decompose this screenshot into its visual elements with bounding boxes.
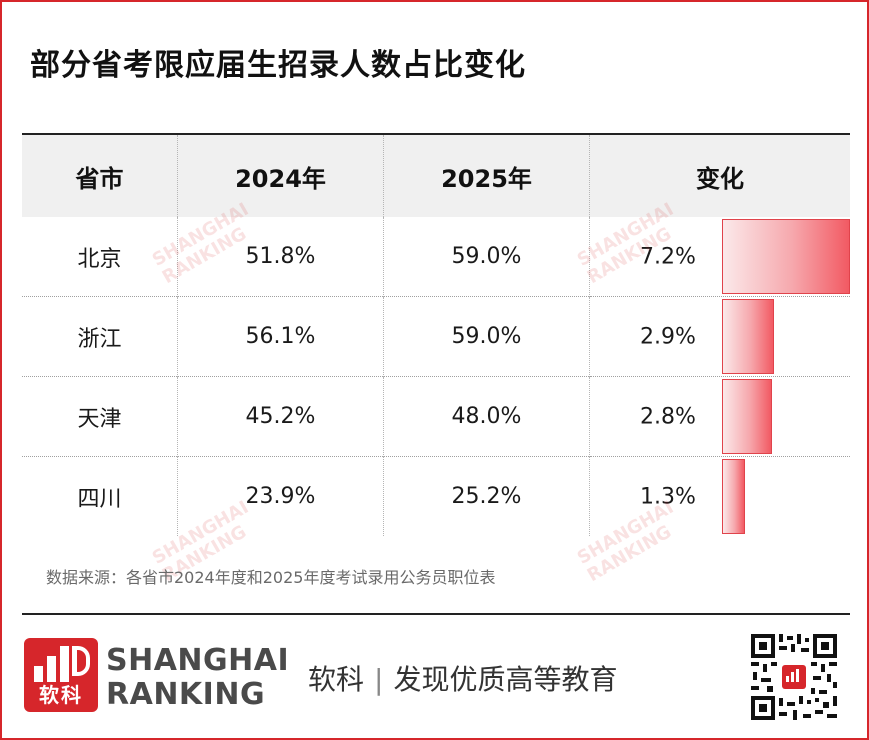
value-2025-cell: 59.0% [383,217,590,297]
slogan-left: 软科 [308,663,365,696]
header-change: 变化 [589,135,850,217]
city-cell: 北京 [77,246,122,272]
value-2025-cell: 59.0% [383,296,590,377]
table-row: 北京 51.8% 59.0% 7.2% [22,217,850,297]
value-2024-cell: 23.9% [177,456,384,536]
table-row: 浙江 56.1% 59.0% 2.9% [22,296,850,377]
city-cell: 浙江 [22,296,178,377]
change-cell: 2.8% [589,376,850,457]
logo-text: 软科 [39,683,83,707]
value-2024-cell: 45.2% [177,376,384,457]
city-cell: 天津 [22,376,178,457]
header-2025: 2025年 [383,135,590,217]
brand-name: SHANGHAI RANKING [106,644,289,712]
shanghairanking-logo-icon: 软科 [24,638,98,712]
bottom-divider [22,613,850,615]
table-row: 四川 23.9% 25.2% 1.3% [22,456,850,536]
change-bar [722,219,850,294]
header-city: 省市 [22,135,178,217]
change-value: 2.8% [640,404,696,429]
brand-line-1: SHANGHAI [106,643,290,678]
change-bar [722,299,774,374]
table-row: 天津 45.2% 48.0% 2.8% [22,376,850,457]
header-2024: 2024年 [177,135,384,217]
page-title: 部分省考限应届生招录人数占比变化 [30,48,526,83]
value-2025-cell: 25.2% [383,456,590,536]
brand-line-2: RANKING [106,677,266,712]
change-value: 2.9% [640,324,696,349]
table-header-row: 省市 2024年 2025年 变化 [22,135,850,217]
change-bar [722,379,772,454]
value-2024-cell: 51.8% [177,217,384,297]
change-value: 1.3% [640,484,696,509]
change-cell: 2.9% [589,296,850,377]
slogan-right: 发现优质高等教育 [393,663,618,696]
change-bar [722,459,745,534]
change-cell: 7.2% [589,217,850,297]
change-value: 7.2% [640,244,696,269]
change-cell: 1.3% [589,456,850,536]
value-2024-cell: 56.1% [177,296,384,377]
value-2025-cell: 48.0% [383,376,590,457]
slogan-separator: | [374,663,384,696]
qr-code-icon [749,632,839,722]
city-cell: 四川 [22,456,178,536]
top-divider [22,133,850,135]
slogan: 软科 | 发现优质高等教育 [308,658,617,698]
data-source-note: 数据来源：各省市2024年度和2025年度考试录用公务员职位表 [46,568,496,587]
data-table: 省市 2024年 2025年 变化 北京 51.8% 59.0% 7.2% 浙江… [22,135,850,536]
